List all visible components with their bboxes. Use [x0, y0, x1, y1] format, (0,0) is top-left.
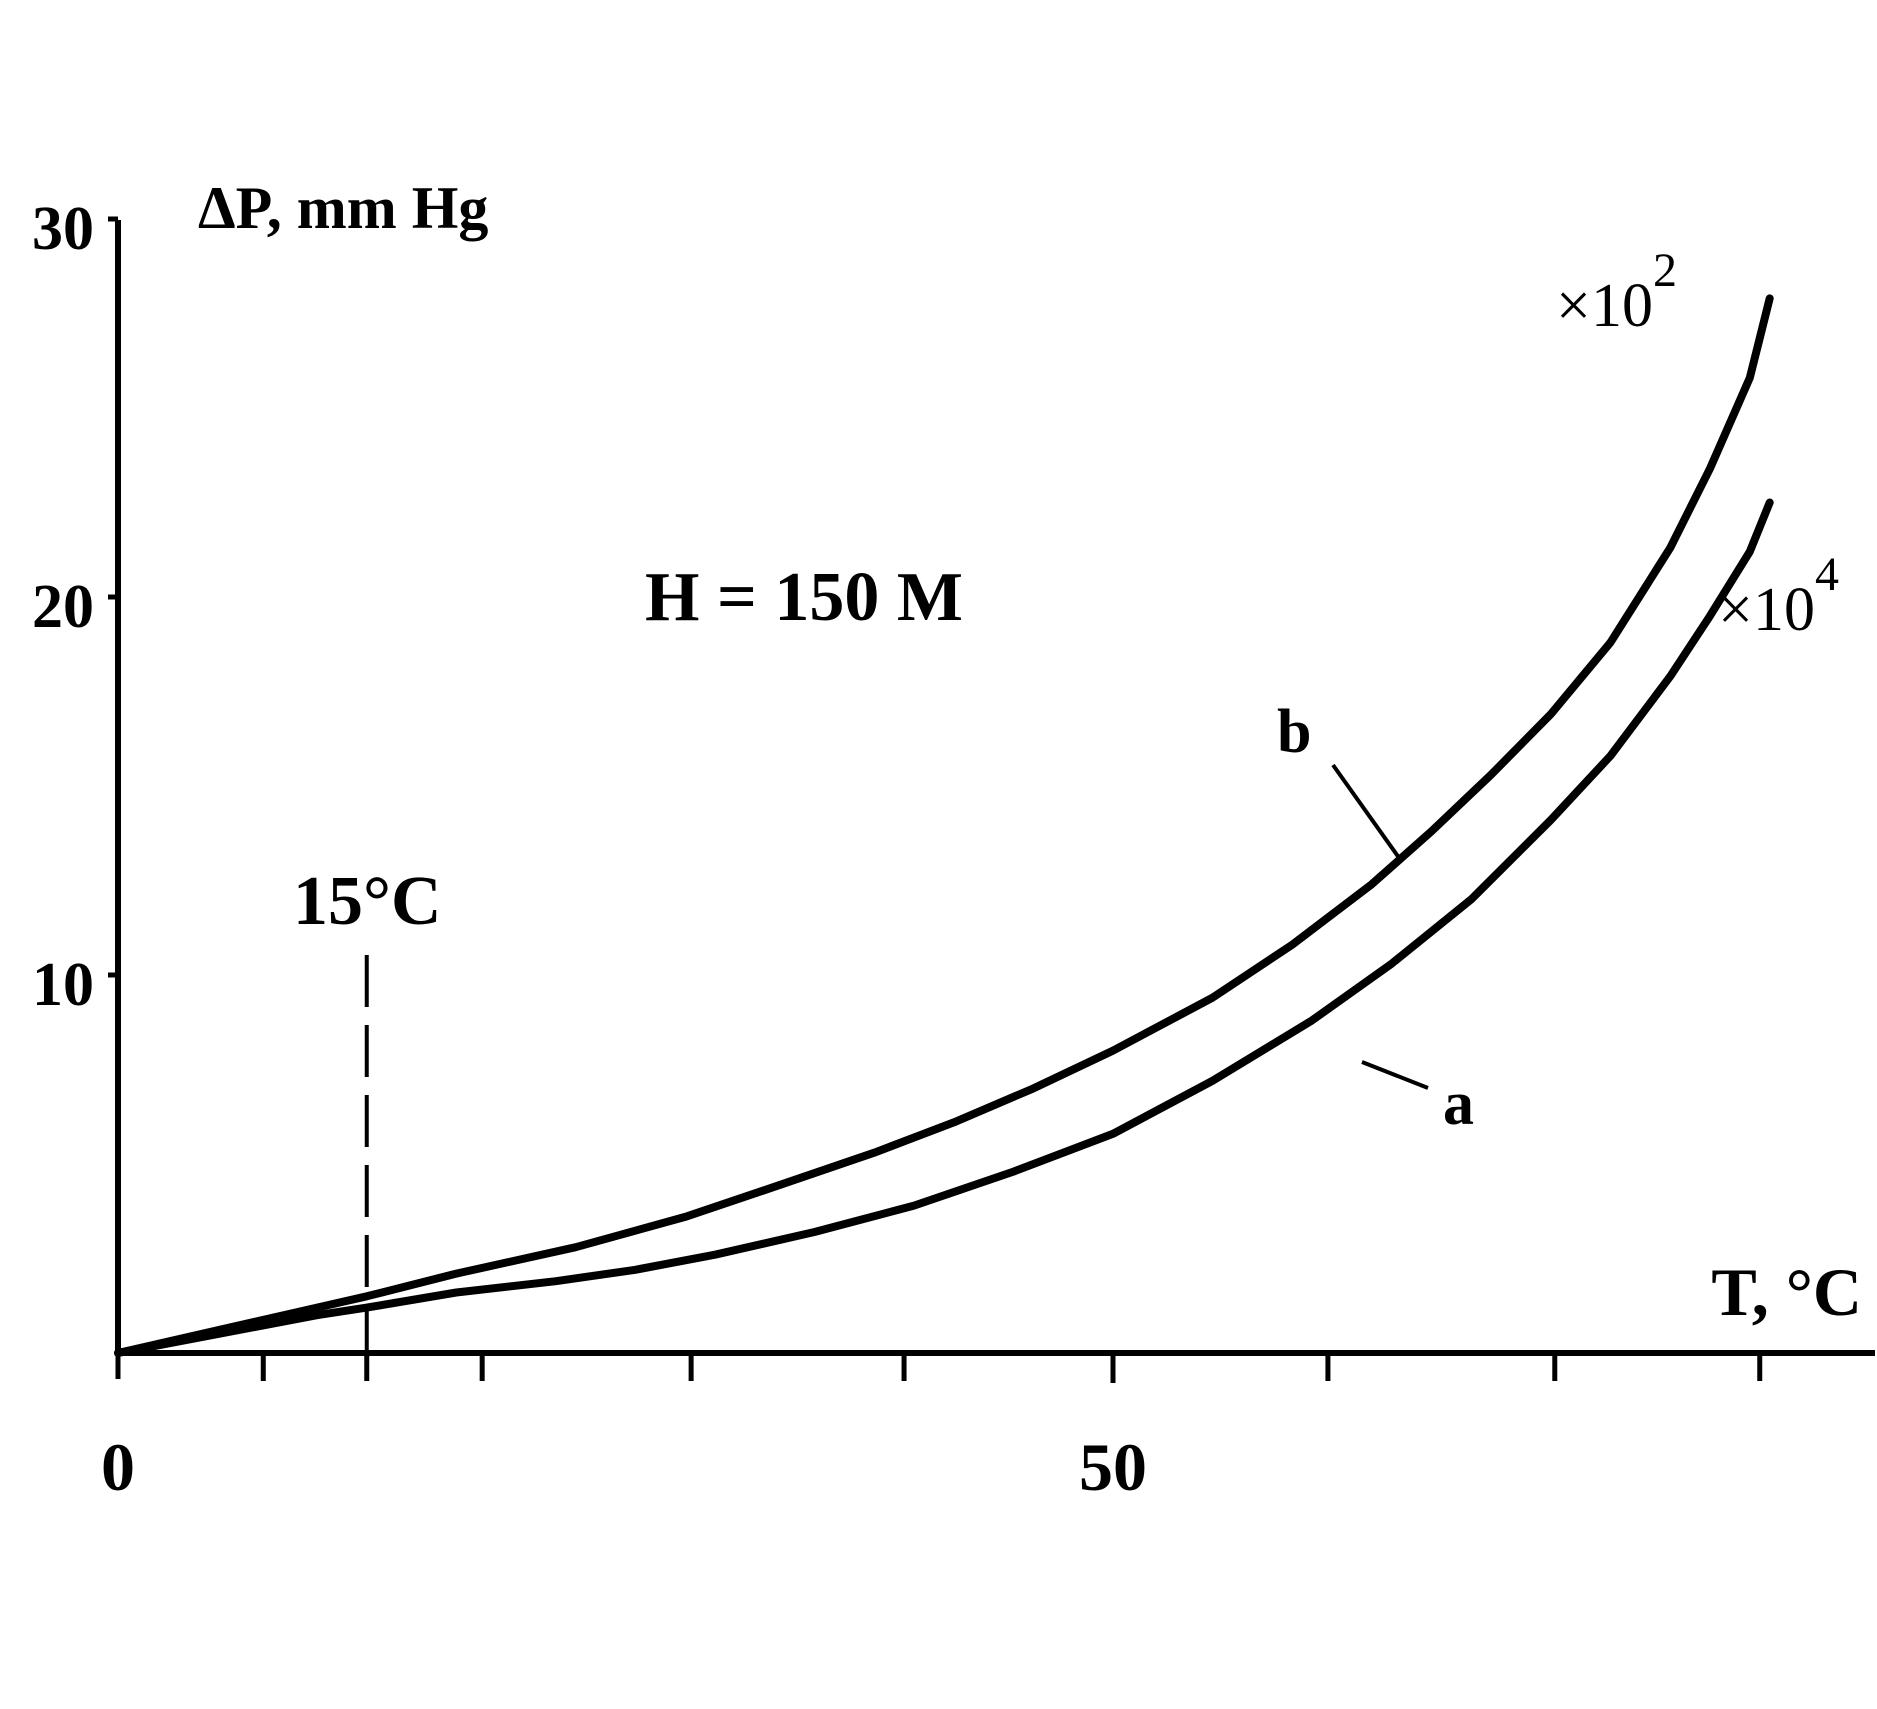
- y-tick-label-20: 20: [32, 573, 94, 641]
- leader-line-b: [1331, 763, 1404, 864]
- multiplier-b: ×102: [1556, 244, 1677, 340]
- leader-line-a: [1361, 1060, 1429, 1090]
- series-label-a: a: [1443, 1070, 1474, 1138]
- x-axis-title: T, °C: [1711, 1254, 1862, 1330]
- series-line-b: [114, 294, 1774, 1357]
- y-tick-label-30: 30: [32, 195, 94, 263]
- series-group: [114, 294, 1774, 1357]
- multiplier-b-exp: 2: [1653, 244, 1677, 297]
- axes: [115, 220, 1875, 1356]
- multiplier-a-base: ×10: [1718, 576, 1815, 644]
- condition-annotation: H = 150 M: [645, 559, 963, 636]
- y-axis-title: ΔP, mm Hg: [198, 175, 488, 241]
- multiplier-a-exp: 4: [1815, 548, 1839, 601]
- multiplier-b-base: ×10: [1556, 272, 1653, 340]
- reference-line-label: 15°C: [293, 863, 442, 940]
- series-line-a: [114, 498, 1774, 1357]
- ticks: 10 20 30 0 50: [32, 195, 1763, 1505]
- x-tick-label-0: 0: [101, 1429, 135, 1505]
- y-tick-label-10: 10: [32, 951, 94, 1019]
- x-tick-label-50: 50: [1079, 1429, 1147, 1505]
- multiplier-a: ×104: [1718, 548, 1839, 644]
- series-label-b: b: [1277, 698, 1311, 766]
